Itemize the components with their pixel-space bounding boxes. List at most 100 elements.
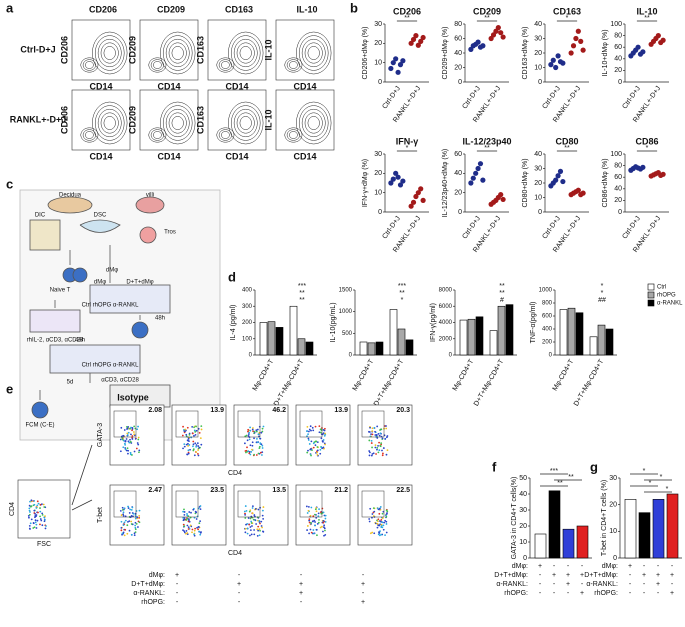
significance: ** bbox=[644, 15, 650, 22]
event bbox=[247, 517, 250, 519]
event bbox=[307, 505, 310, 508]
condition-mark: - bbox=[176, 599, 179, 606]
data-point bbox=[410, 36, 417, 43]
event bbox=[378, 534, 381, 537]
event bbox=[126, 447, 129, 450]
event bbox=[198, 522, 201, 525]
significance: * bbox=[601, 290, 604, 297]
event bbox=[306, 451, 309, 454]
event bbox=[311, 426, 314, 429]
event bbox=[308, 532, 311, 535]
event bbox=[308, 428, 311, 431]
event bbox=[376, 507, 379, 510]
legend-label: Ctrl bbox=[657, 285, 666, 291]
event bbox=[306, 430, 308, 432]
event bbox=[308, 518, 311, 521]
x-tick-label: Ctrl-D+J bbox=[381, 215, 402, 240]
event bbox=[368, 439, 371, 442]
condition-name: rhOPG: bbox=[141, 599, 165, 606]
y-axis-label: CD209+dMφ (%) bbox=[442, 27, 449, 80]
event bbox=[44, 527, 47, 530]
y-tick-label: 300 bbox=[242, 304, 253, 310]
bar bbox=[289, 305, 298, 356]
significance: ** bbox=[564, 145, 570, 152]
y-axis-label: CD209 bbox=[127, 106, 137, 134]
bar bbox=[497, 305, 506, 356]
event bbox=[187, 438, 190, 440]
event bbox=[310, 506, 313, 509]
event bbox=[322, 526, 325, 529]
condition-mark: - bbox=[362, 572, 365, 579]
condition-mark: - bbox=[643, 590, 646, 597]
event bbox=[192, 443, 195, 446]
event bbox=[374, 430, 376, 433]
event bbox=[260, 520, 263, 523]
contour bbox=[80, 127, 99, 143]
bar bbox=[259, 322, 268, 356]
event bbox=[376, 522, 379, 525]
condition-mark: - bbox=[671, 581, 674, 588]
plot-title: CD80 bbox=[555, 136, 578, 146]
event bbox=[130, 509, 133, 511]
condition-mark: - bbox=[238, 572, 241, 579]
event bbox=[130, 523, 133, 525]
event bbox=[373, 510, 376, 513]
condition-mark: - bbox=[539, 590, 542, 597]
event bbox=[184, 430, 186, 433]
event bbox=[309, 528, 312, 531]
y-tick-label: 30 bbox=[374, 151, 382, 158]
event bbox=[319, 511, 322, 514]
event bbox=[382, 524, 385, 527]
event bbox=[127, 452, 129, 455]
event bbox=[316, 453, 319, 456]
event bbox=[185, 530, 188, 532]
schematic-label: DIC bbox=[35, 213, 46, 219]
significance: # bbox=[500, 297, 504, 304]
y-tick-label: 60 bbox=[614, 174, 622, 181]
event bbox=[373, 427, 376, 429]
event bbox=[256, 534, 259, 537]
data-point bbox=[397, 62, 404, 68]
event bbox=[121, 532, 124, 535]
bar bbox=[562, 528, 575, 559]
event bbox=[127, 507, 130, 509]
event bbox=[248, 523, 251, 526]
y-tick-label: 2000 bbox=[439, 336, 453, 342]
data-point bbox=[395, 69, 401, 75]
event bbox=[306, 529, 309, 531]
y-tick-label: 40 bbox=[454, 50, 462, 57]
event bbox=[33, 503, 36, 506]
event bbox=[195, 511, 198, 514]
event bbox=[378, 532, 381, 534]
x-axis-label: CD4 bbox=[228, 550, 242, 557]
data-point bbox=[553, 177, 559, 183]
event bbox=[316, 522, 319, 525]
contour bbox=[221, 131, 230, 139]
event bbox=[125, 425, 128, 428]
data-point bbox=[575, 187, 581, 193]
bar bbox=[359, 341, 368, 356]
event bbox=[256, 428, 259, 431]
y-tick-label: 200 bbox=[542, 340, 553, 346]
contour bbox=[304, 42, 323, 64]
event bbox=[310, 521, 312, 524]
gate-value: 46.2 bbox=[272, 407, 286, 414]
event bbox=[122, 514, 125, 517]
bar bbox=[275, 327, 284, 356]
contour bbox=[221, 61, 230, 69]
event bbox=[381, 521, 384, 524]
x-axis-label: CD14 bbox=[157, 151, 180, 161]
event bbox=[372, 515, 375, 517]
condition-name: dMφ: bbox=[602, 563, 618, 570]
flow-plot bbox=[233, 404, 289, 466]
plot-title: IFN-γ bbox=[396, 136, 419, 146]
contour bbox=[284, 127, 303, 143]
data-point bbox=[660, 37, 666, 43]
bar bbox=[467, 318, 476, 356]
event bbox=[187, 518, 190, 520]
event bbox=[192, 508, 195, 511]
event bbox=[253, 437, 255, 440]
event bbox=[35, 523, 38, 526]
event bbox=[35, 527, 38, 529]
event bbox=[253, 514, 256, 516]
